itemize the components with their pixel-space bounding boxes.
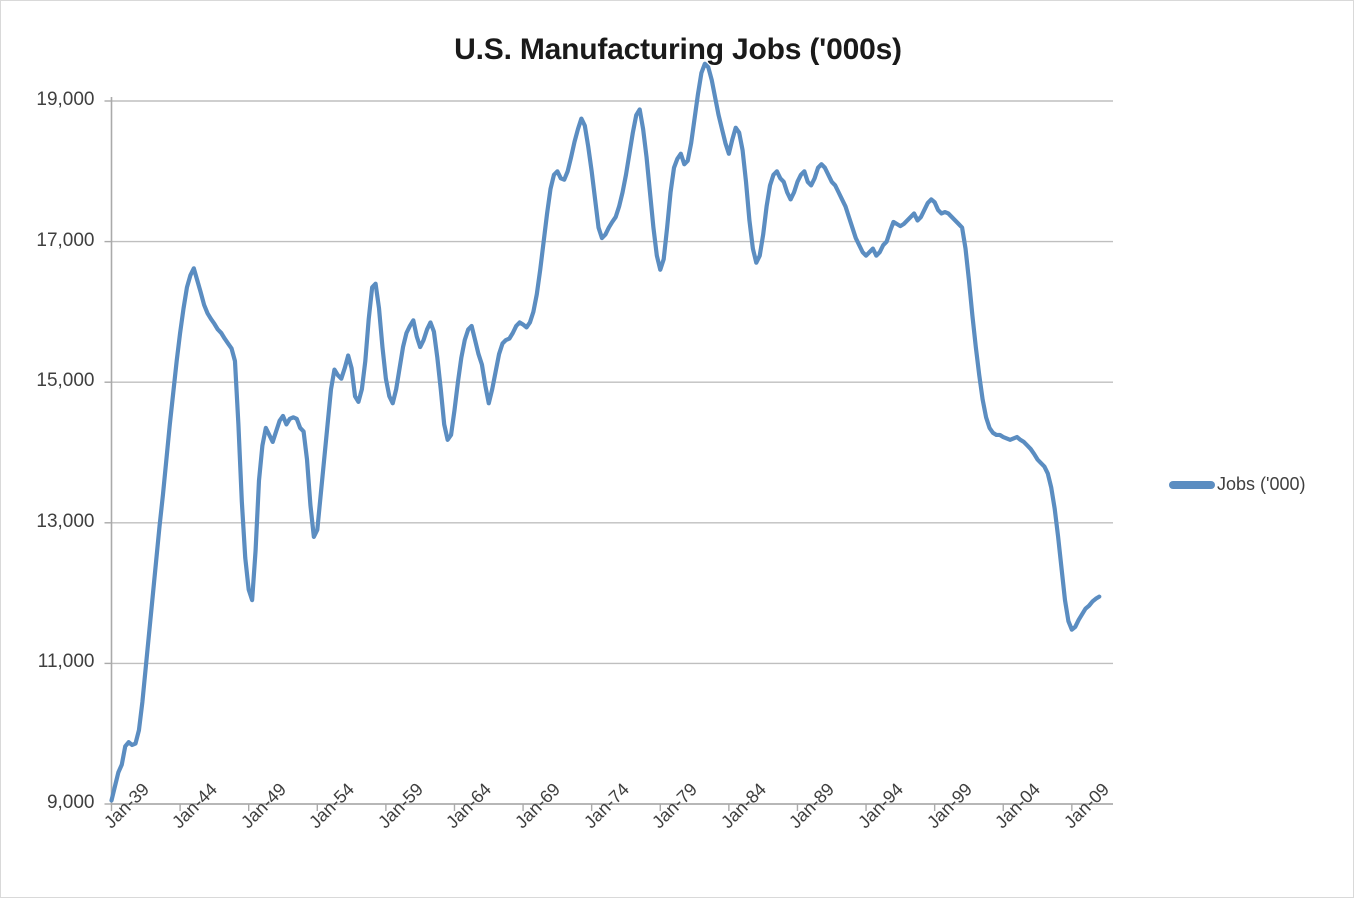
chart-legend: Jobs ('000)	[1169, 474, 1305, 495]
axis-lines-group	[110, 97, 1113, 805]
chart-title: U.S. Manufacturing Jobs ('000s)	[454, 33, 902, 66]
y-axis-tick-label: 11,000	[37, 651, 95, 673]
y-axis-tick-label: 15,000	[36, 370, 95, 392]
y-axis-tick-label: 19,000	[36, 89, 95, 110]
y-axis-tick-label: 9,000	[46, 792, 95, 813]
legend-line-swatch-icon	[1169, 480, 1215, 489]
axis-ticks-group	[104, 100, 1073, 811]
legend-series-label: Jobs ('000)	[1217, 474, 1306, 494]
data-series-group	[109, 61, 1102, 803]
y-axis-tick-label: 17,000	[36, 229, 95, 251]
y-axis-tick-label: 13,000	[36, 510, 95, 532]
